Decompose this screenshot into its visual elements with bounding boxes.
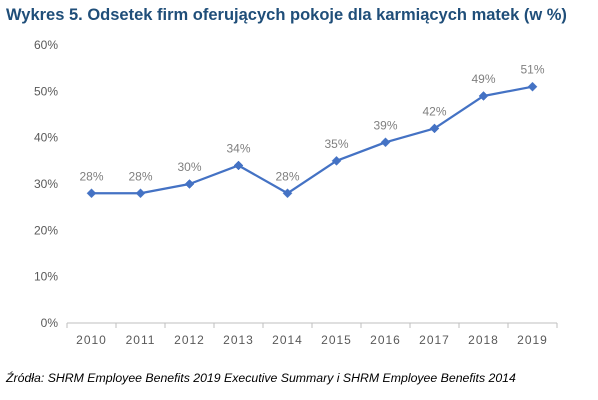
- data-point-marker: [527, 81, 538, 92]
- y-tick-label: 10%: [34, 270, 58, 284]
- series: [91, 85, 533, 195]
- data-point-marker: [135, 188, 146, 199]
- y-tick-label: 50%: [34, 84, 58, 98]
- series-line: [91, 85, 533, 195]
- x-tick-label: 2010: [76, 333, 107, 347]
- data-label: 28%: [275, 169, 299, 183]
- data-label: 49%: [471, 72, 495, 86]
- data-point-marker: [478, 91, 489, 101]
- x-tick-label: 2018: [468, 333, 499, 347]
- chart-title: Wykres 5. Odsetek firm oferujących pokoj…: [6, 6, 567, 24]
- x-tick-label: 2019: [517, 333, 548, 347]
- data-label: 30%: [177, 160, 201, 174]
- data-point-marker: [233, 160, 244, 171]
- data-label: 34%: [226, 141, 250, 155]
- data-point-marker: [86, 188, 97, 199]
- x-tick-label: 2013: [223, 333, 254, 347]
- y-tick-label: 20%: [34, 223, 58, 237]
- x-tick-label: 2015: [321, 333, 352, 347]
- chart-source: Źródła: SHRM Employee Benefits 2019 Exec…: [6, 371, 516, 385]
- data-label: 28%: [79, 169, 103, 183]
- data-label: 51%: [520, 63, 544, 77]
- line-chart: 0%10%20%30%40%50%60% 2010 2011 2012 2013 201…: [34, 38, 558, 347]
- data-point-marker: [380, 137, 391, 148]
- x-tick-label: 2014: [272, 333, 303, 347]
- x-tick-label: 2011: [126, 333, 156, 347]
- y-tick-label: 40%: [34, 131, 58, 145]
- data-point-marker: [184, 179, 195, 189]
- data-label: 35%: [324, 137, 348, 151]
- x-tick-label: 2012: [174, 333, 205, 347]
- data-label: 42%: [422, 104, 446, 118]
- y-tick-label: 30%: [34, 177, 58, 191]
- data-point-marker: [331, 155, 342, 166]
- y-axis: 0% 10% 20% 30% 40% 50% 60%: [34, 38, 58, 330]
- data-labels: 28% 28% 30% 34% 28% 35% 39% 42% 49% 51%: [79, 63, 544, 184]
- y-tick-label: 60%: [34, 38, 58, 52]
- x-tick-label: 2016: [370, 333, 401, 347]
- data-point-marker: [282, 188, 293, 199]
- data-label: 28%: [128, 169, 152, 183]
- data-label: 39%: [373, 118, 397, 132]
- markers: [86, 81, 538, 199]
- x-axis: 2010 2011 2012 2013 2014 2015 2016 2017 2018 2019: [66, 322, 558, 347]
- x-tick-label: 2017: [419, 333, 450, 347]
- y-tick-label: 0%: [41, 316, 59, 330]
- data-point-marker: [429, 123, 440, 134]
